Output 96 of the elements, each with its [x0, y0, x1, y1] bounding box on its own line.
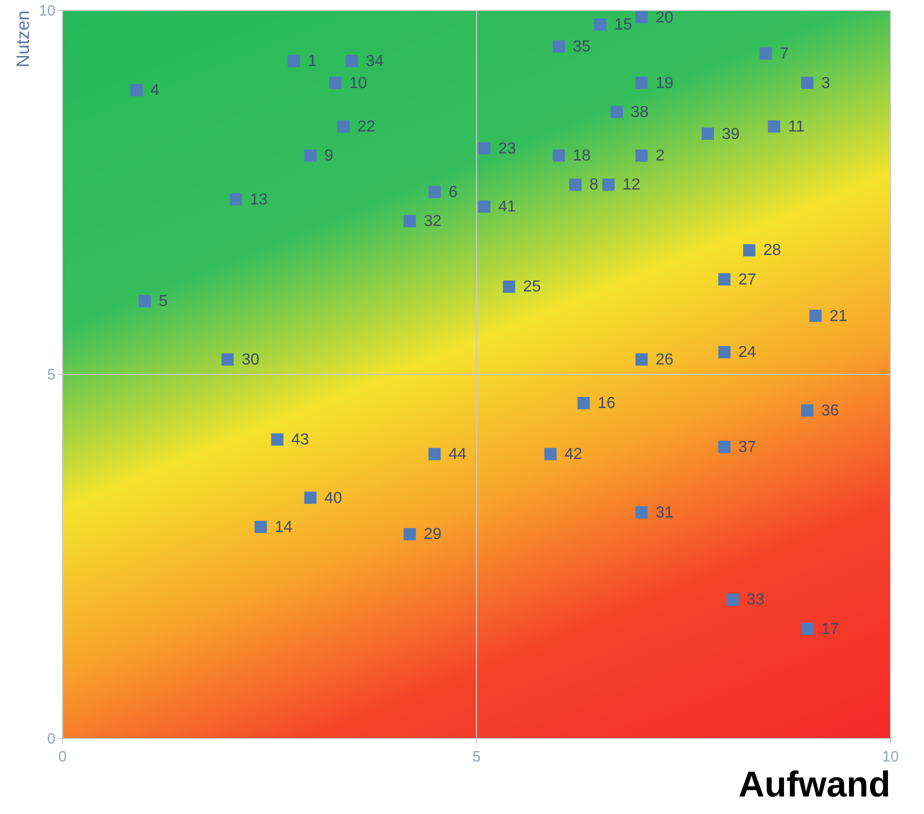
point — [271, 433, 284, 446]
point — [138, 295, 151, 308]
annotation: 20 — [656, 9, 674, 26]
point — [635, 149, 648, 162]
x-axis-title: Aufwand — [738, 764, 890, 804]
point — [809, 310, 822, 322]
annotation: 28 — [763, 242, 782, 260]
point — [552, 149, 565, 162]
point — [404, 528, 416, 540]
point — [337, 120, 350, 133]
annotation: 21 — [829, 308, 848, 325]
point — [743, 244, 756, 256]
annotation: 40 — [324, 490, 342, 507]
annotation: 39 — [722, 126, 740, 143]
annotation: 17 — [821, 620, 840, 638]
point — [502, 280, 516, 293]
annotation: 1 — [308, 52, 317, 70]
point — [718, 440, 731, 453]
annotation: 3 — [821, 74, 830, 92]
annotation: 41 — [498, 198, 516, 216]
point — [569, 178, 582, 191]
point — [428, 448, 441, 460]
point — [610, 106, 623, 118]
annotation: 9 — [324, 148, 334, 165]
point — [801, 76, 814, 89]
annotation: 31 — [656, 504, 674, 522]
annotation: 2 — [656, 148, 665, 165]
annotation: 26 — [656, 351, 674, 368]
annotation: 18 — [572, 148, 591, 165]
annotation: 32 — [424, 213, 442, 230]
annotation: 24 — [738, 344, 756, 362]
point — [552, 40, 565, 53]
point — [478, 142, 490, 154]
annotation: 38 — [630, 104, 649, 121]
point — [760, 48, 772, 60]
x-tick-label: 5 — [472, 748, 481, 766]
annotation: 44 — [448, 446, 466, 464]
point — [254, 520, 267, 534]
annotation: 6 — [448, 184, 458, 201]
x-tick-label: 10 — [882, 748, 899, 766]
y-axis-title: Nutzen — [12, 10, 33, 68]
point — [635, 11, 648, 24]
point — [594, 18, 606, 31]
point — [221, 353, 234, 366]
annotation: 43 — [291, 432, 310, 449]
y-tick-label: 10 — [38, 2, 56, 20]
point — [346, 54, 358, 68]
point — [768, 120, 780, 133]
annotation: 12 — [622, 176, 640, 194]
annotation: 30 — [242, 351, 260, 368]
annotation: 13 — [250, 191, 268, 208]
point — [578, 396, 590, 410]
annotation: 16 — [598, 395, 616, 412]
annotation: 37 — [738, 438, 756, 456]
point — [635, 353, 648, 366]
y-tick-label: 0 — [47, 730, 56, 748]
annotation: 15 — [614, 16, 632, 34]
point — [635, 506, 648, 518]
y-tick-label: 5 — [47, 366, 56, 384]
point — [329, 76, 342, 89]
x-tick-label: 0 — [58, 748, 67, 766]
point — [718, 273, 731, 286]
annotation: 4 — [150, 82, 160, 100]
annotation: 8 — [589, 176, 598, 194]
annotation: 7 — [780, 46, 789, 63]
point — [718, 346, 731, 358]
point — [544, 448, 557, 460]
annotation: 34 — [366, 52, 384, 70]
point — [304, 149, 317, 162]
annotation: 11 — [788, 118, 805, 136]
point — [304, 492, 317, 504]
annotation: 19 — [656, 74, 674, 92]
annotation: 27 — [738, 271, 756, 288]
point — [130, 84, 143, 96]
annotation: 29 — [424, 526, 442, 544]
annotation: 10 — [349, 74, 368, 92]
point — [702, 128, 714, 140]
point — [801, 404, 814, 417]
annotation: 36 — [821, 402, 840, 420]
annotation: 25 — [523, 278, 542, 296]
point — [602, 178, 615, 191]
annotation: 33 — [746, 592, 765, 609]
point — [288, 54, 300, 68]
point — [635, 76, 648, 89]
point — [428, 186, 441, 198]
point — [478, 200, 490, 213]
point — [801, 622, 814, 635]
annotation: 23 — [498, 140, 516, 158]
annotation: 5 — [158, 293, 168, 310]
annotation: 42 — [564, 446, 582, 464]
point — [726, 594, 739, 606]
point — [230, 193, 242, 206]
annotation: 22 — [358, 118, 376, 136]
annotation: 14 — [274, 518, 293, 536]
annotation: 35 — [572, 38, 591, 56]
point — [404, 214, 416, 228]
